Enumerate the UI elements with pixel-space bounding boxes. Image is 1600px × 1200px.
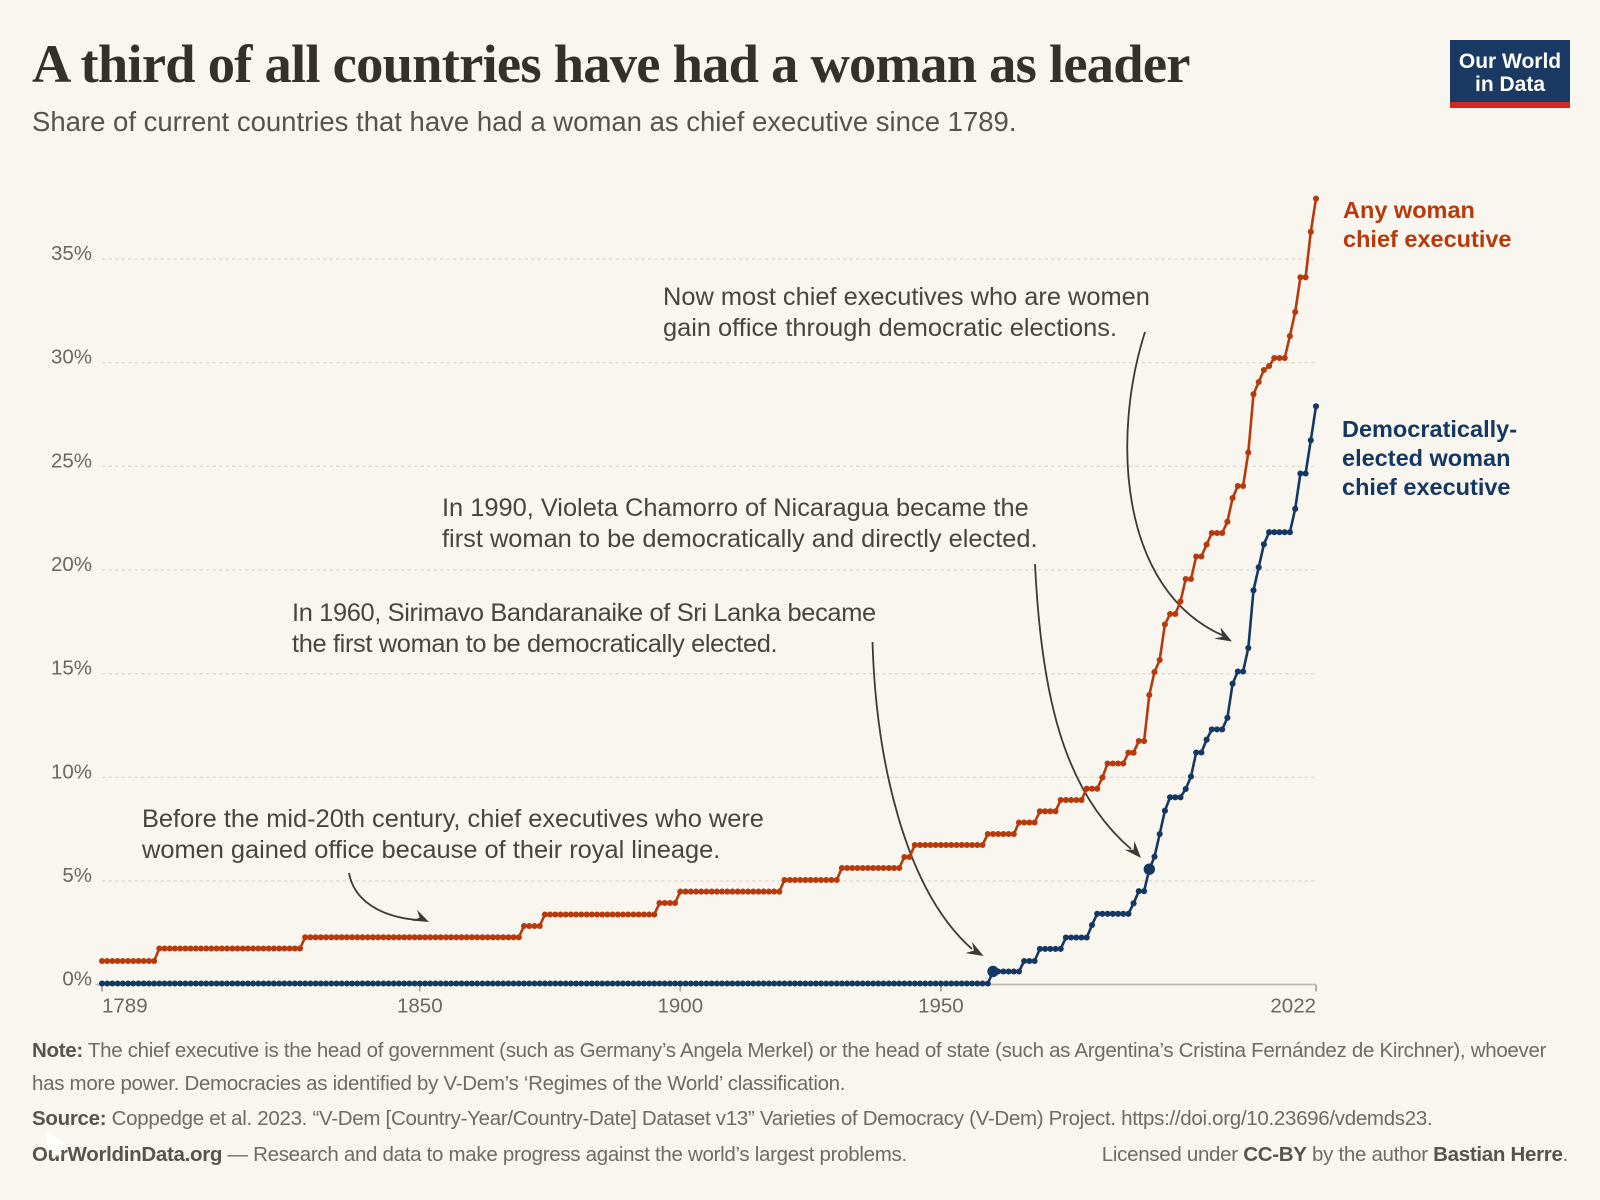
svg-text:0%: 0% (62, 968, 92, 991)
svg-text:1900: 1900 (657, 995, 703, 1018)
svg-text:2022: 2022 (1270, 995, 1316, 1018)
svg-text:20%: 20% (51, 553, 92, 576)
svg-text:5%: 5% (62, 864, 92, 887)
svg-text:15%: 15% (51, 657, 92, 680)
svg-text:35%: 35% (51, 242, 92, 265)
svg-text:25%: 25% (51, 449, 92, 472)
svg-text:1950: 1950 (918, 995, 964, 1018)
svg-text:10%: 10% (51, 760, 92, 783)
svg-text:1789: 1789 (102, 995, 148, 1018)
svg-text:1850: 1850 (397, 995, 443, 1018)
svg-text:30%: 30% (51, 346, 92, 369)
